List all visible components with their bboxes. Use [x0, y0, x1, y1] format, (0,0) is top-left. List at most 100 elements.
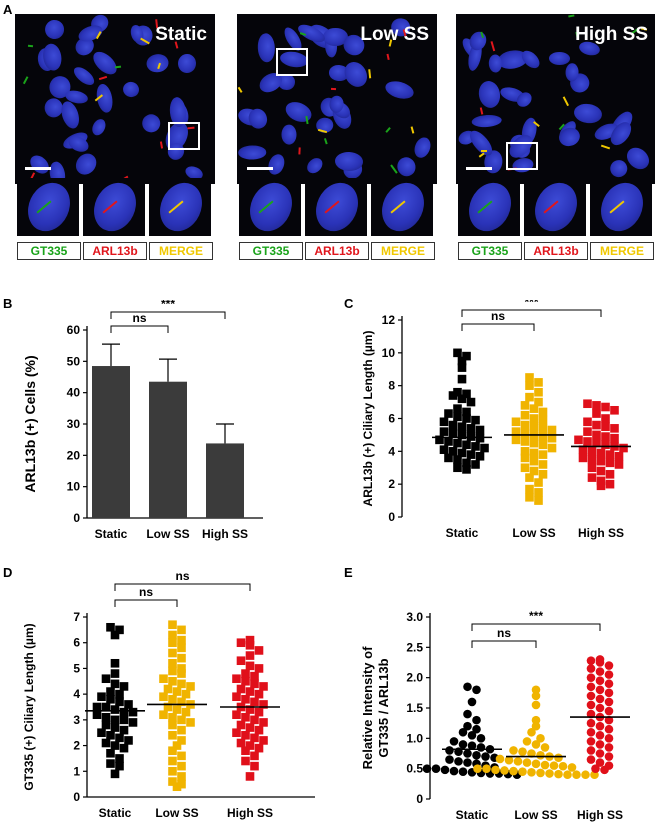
nucleus — [340, 57, 372, 91]
data-point — [110, 705, 120, 714]
data-point — [245, 661, 255, 671]
data-point — [604, 661, 614, 670]
roi-box — [276, 48, 308, 76]
data-point — [540, 760, 550, 770]
data-point — [168, 766, 177, 776]
data-point — [481, 752, 490, 761]
data-point — [531, 685, 541, 695]
data-point — [545, 769, 554, 778]
panel-letter-c: C — [344, 296, 354, 311]
data-point — [462, 351, 471, 361]
nucleus — [573, 102, 604, 125]
data-point — [168, 694, 177, 704]
data-point — [168, 746, 177, 756]
data-point — [567, 763, 577, 772]
data-point — [595, 703, 605, 713]
data-point — [473, 764, 482, 773]
data-point — [592, 420, 601, 430]
data-point — [110, 723, 120, 732]
data-point — [536, 768, 545, 778]
data-point — [250, 671, 259, 681]
data-point — [444, 453, 453, 463]
data-point — [458, 767, 468, 776]
x-category-label: High SS — [577, 808, 623, 822]
data-point — [604, 752, 614, 761]
data-point — [520, 437, 530, 446]
data-point — [614, 451, 624, 461]
data-point — [168, 638, 177, 648]
data-point — [97, 692, 106, 702]
data-point — [604, 715, 614, 725]
y-tick-label: 1.0 — [406, 731, 423, 745]
data-point — [531, 759, 541, 769]
data-point — [525, 473, 534, 482]
nucleus-inset — [242, 178, 300, 236]
nucleus — [265, 151, 287, 177]
data-point — [527, 768, 536, 777]
data-point — [232, 674, 241, 684]
data-point — [232, 728, 241, 738]
channel-label-arl13b: ARL13b — [83, 242, 147, 260]
y-tick-label: 2 — [73, 739, 80, 753]
data-point — [448, 391, 458, 400]
data-point — [538, 440, 548, 450]
data-point — [563, 770, 572, 780]
data-point — [531, 700, 541, 710]
data-point — [177, 772, 186, 781]
nucleus — [395, 155, 419, 180]
data-point — [172, 705, 182, 714]
y-tick-label: 30 — [67, 417, 81, 431]
data-point — [462, 458, 471, 468]
data-point — [168, 730, 177, 740]
data-point — [467, 731, 477, 740]
data-point — [596, 466, 606, 476]
cilium — [490, 41, 495, 51]
data-point — [245, 705, 255, 714]
nucleus — [323, 28, 348, 47]
data-point — [259, 736, 268, 745]
data-point — [110, 715, 120, 725]
significance-bracket — [461, 309, 602, 317]
inset-gt335 — [239, 178, 301, 236]
data-point — [168, 756, 177, 766]
data-point — [128, 718, 138, 727]
data-point — [529, 404, 539, 413]
x-category-label: Static — [99, 806, 132, 820]
micrograph-high-ss: High SS — [456, 14, 655, 184]
data-point — [586, 709, 596, 719]
cilium — [568, 14, 575, 18]
data-point — [538, 424, 548, 433]
data-point — [536, 734, 545, 743]
data-point — [610, 405, 619, 415]
y-axis-label: Relative Intensity of — [360, 646, 375, 769]
nucleus — [471, 113, 503, 128]
x-category-label: Static — [95, 527, 128, 541]
data-point — [106, 759, 115, 768]
y-tick-label: 0.5 — [406, 762, 423, 776]
data-point — [119, 707, 129, 717]
data-point — [520, 463, 530, 473]
y-tick-label: 10 — [382, 346, 396, 360]
data-point — [605, 470, 615, 479]
cilium — [159, 141, 163, 149]
data-point — [554, 769, 563, 779]
nucleus — [43, 17, 67, 42]
data-point — [536, 751, 545, 760]
nucleus-inset — [308, 178, 366, 236]
x-category-label: Static — [456, 808, 489, 822]
data-point — [115, 697, 124, 707]
data-point — [601, 422, 610, 432]
data-point — [583, 417, 592, 427]
data-point — [250, 679, 259, 689]
data-point — [592, 438, 601, 448]
nucleus — [303, 154, 326, 176]
data-point — [97, 728, 106, 738]
data-point — [177, 669, 186, 678]
data-point — [549, 761, 559, 770]
significance-bracket — [110, 325, 169, 333]
data-point — [177, 779, 186, 789]
data-point — [586, 737, 596, 746]
nucleus — [280, 124, 297, 146]
data-point — [595, 740, 605, 749]
data-point — [592, 409, 601, 418]
